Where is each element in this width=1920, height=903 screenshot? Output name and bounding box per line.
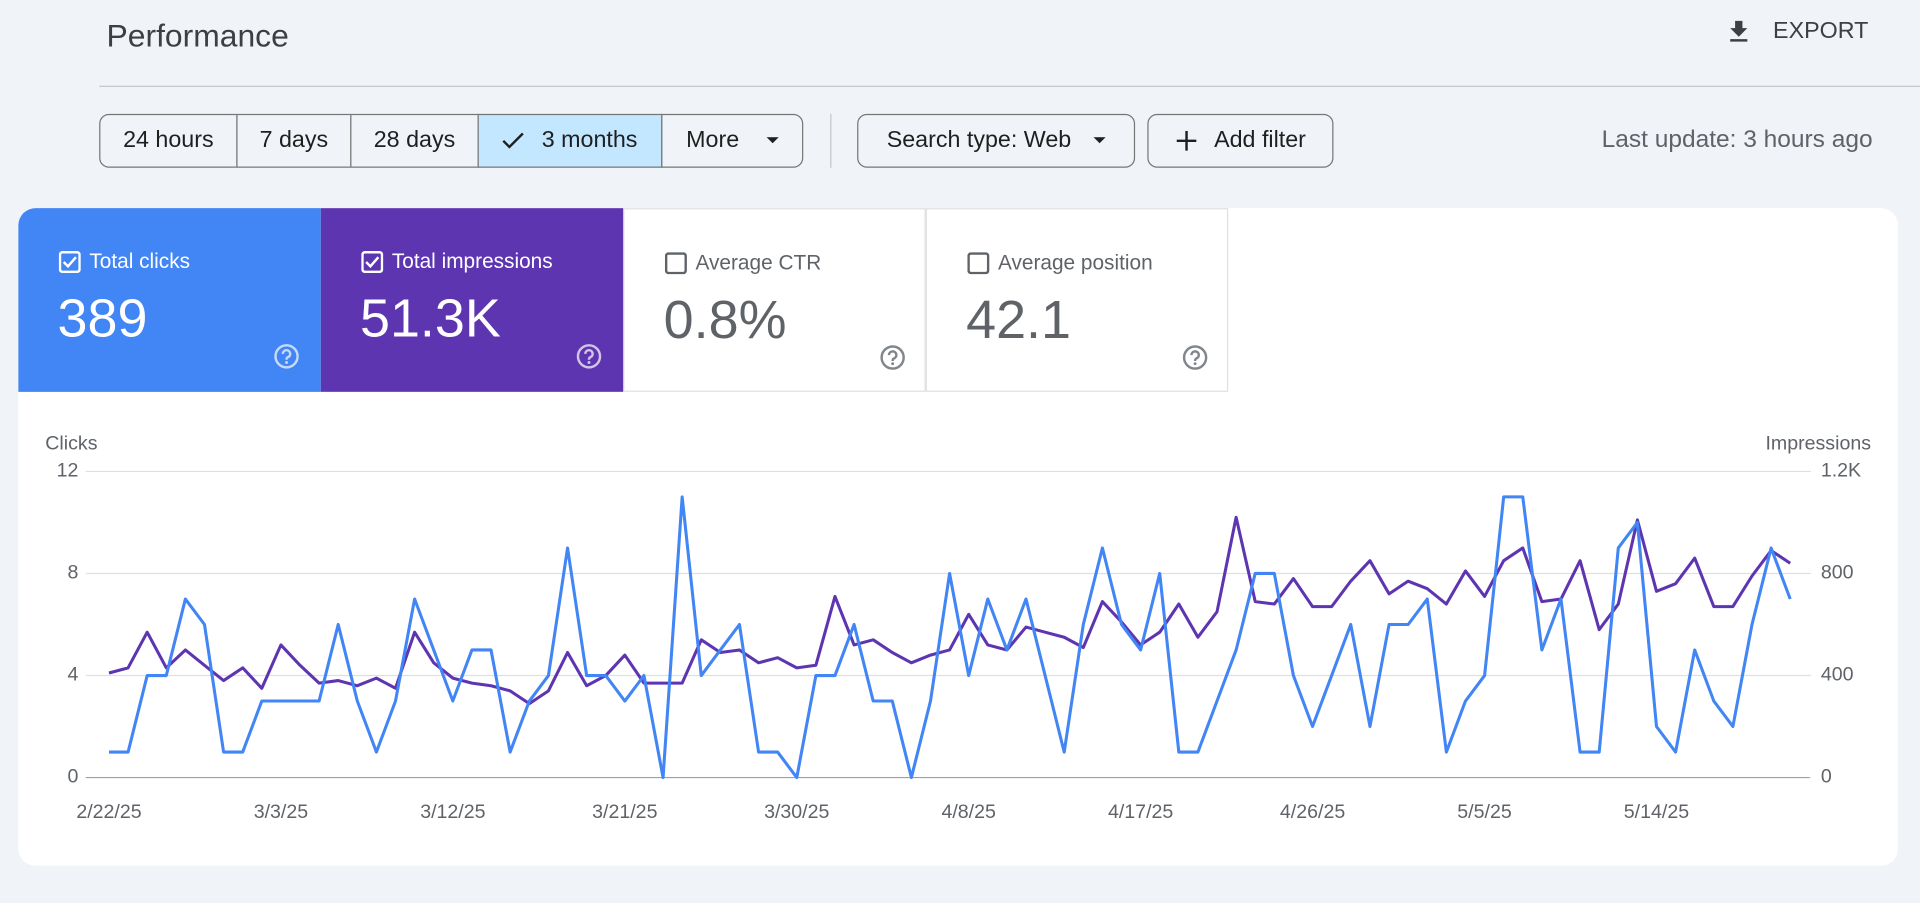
x-tick-label: 4/8/25 [941,801,996,823]
help-icon [880,345,905,370]
x-tick-label: 3/30/25 [764,801,829,823]
last-update: Last update: 3 hours ago [1601,126,1873,154]
range-button[interactable]: 28 days [350,113,479,168]
x-tick-label: 3/12/25 [420,801,485,823]
add-filter-button[interactable]: Add filter [1147,113,1334,168]
download-icon [1730,20,1748,42]
x-tick-label: 3/3/25 [254,801,309,823]
check-icon [502,132,525,149]
metric-label: Total impressions [391,249,553,274]
page-title: Performance [106,17,289,54]
more-label: More [686,127,740,154]
search-type-label: Search type: Web [886,127,1072,154]
y-tick-label: 8 [67,562,78,584]
help-icon [274,344,299,369]
metric-card[interactable]: Average position 42.1 [925,208,1229,392]
checkbox [58,251,81,274]
metric-label: Average CTR [695,251,822,275]
metric-card[interactable]: Total clicks 389 [18,208,321,392]
range-label: 3 months [541,127,638,154]
x-tick-label: 4/26/25 [1280,801,1345,823]
y-tick-label: 0 [67,766,78,788]
help-icon [576,344,602,369]
y2-tick-label: 400 [1821,664,1854,686]
dropdown-arrow [766,137,779,144]
x-tick-label: 3/21/25 [592,801,657,823]
y-tick-label: 12 [57,460,79,482]
search-type-button[interactable]: Search type: Web [857,113,1136,168]
x-tick-label: 5/14/25 [1624,801,1689,823]
y2-axis-label: Impressions [1765,433,1871,455]
y2-tick-label: 0 [1821,766,1832,788]
more-button[interactable]: More [661,113,804,168]
metric-label: Average position [997,251,1153,275]
plus-icon [1176,131,1196,151]
divider [99,85,1920,87]
separator [830,113,832,168]
x-tick-label: 5/5/25 [1457,801,1512,823]
range-button-selected[interactable]: 3 months [477,113,663,168]
checkbox [664,252,687,275]
metric-value: 0.8% [663,290,787,351]
export-button[interactable]: EXPORT [1724,17,1868,46]
add-filter-label: Add filter [1214,127,1306,154]
y2-tick-label: 800 [1821,562,1854,584]
metric-value: 51.3K [360,288,501,349]
metric-value: 389 [57,288,148,349]
x-tick-label: 4/17/25 [1108,801,1173,823]
series-line [108,495,1792,780]
checkbox [361,251,384,274]
y-axis-label: Clicks [45,433,97,455]
x-tick-label: 2/22/25 [76,801,141,823]
metric-card[interactable]: Average CTR 0.8% [623,208,926,392]
checkbox [967,252,990,275]
metric-card[interactable]: Total impressions 51.3K [320,208,624,392]
y-tick-label: 4 [67,664,78,686]
y2-tick-label: 1.2K [1821,460,1861,482]
metric-value: 42.1 [966,290,1071,351]
help-icon [1182,345,1208,370]
export-label: EXPORT [1773,18,1869,45]
dropdown-arrow [1093,137,1106,144]
metric-label: Total clicks [89,249,191,274]
series-line [108,515,1792,706]
